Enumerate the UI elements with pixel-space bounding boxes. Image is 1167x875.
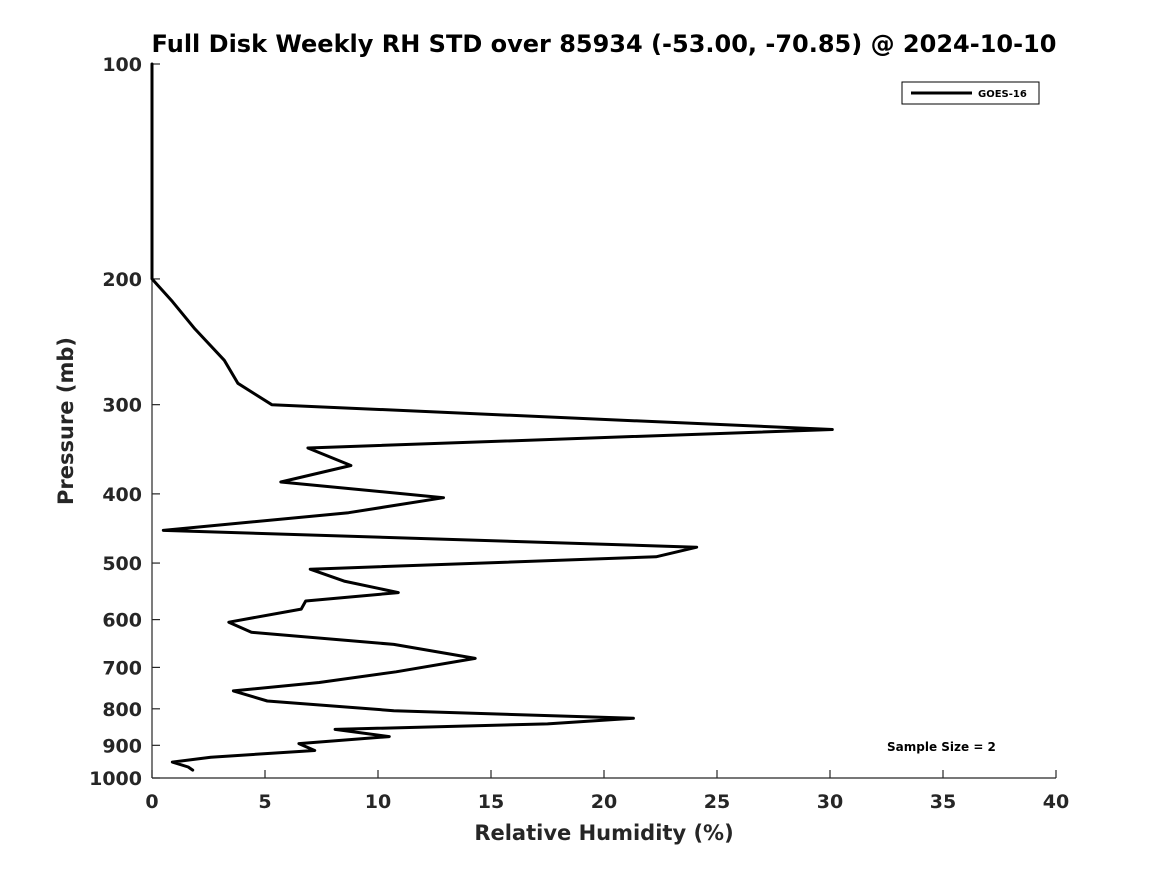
- x-tick-label: 25: [704, 791, 730, 813]
- y-tick-label: 400: [102, 484, 142, 506]
- series-line-goes-16: [150, 62, 834, 772]
- y-tick-label: 100: [102, 54, 142, 76]
- x-tick-label: 35: [930, 791, 956, 813]
- chart-title: Full Disk Weekly RH STD over 85934 (-53.…: [152, 30, 1057, 58]
- y-tick-label: 500: [102, 553, 142, 575]
- y-tick-label: 700: [102, 657, 142, 679]
- y-tick-label: 800: [102, 699, 142, 721]
- y-ticks: 100 200 300 400 500 600 700 800 900 1000: [89, 54, 160, 790]
- x-tick-label: 10: [365, 791, 391, 813]
- y-tick-label: 600: [102, 610, 142, 632]
- series-group: [150, 62, 834, 772]
- x-tick-label: 30: [817, 791, 843, 813]
- x-tick-label: 20: [591, 791, 617, 813]
- x-tick-label: 40: [1043, 791, 1069, 813]
- y-tick-label: 1000: [89, 768, 142, 790]
- y-tick-label: 200: [102, 269, 142, 291]
- axes: [151, 64, 1056, 779]
- x-ticks: 0 5 10 15 20 25 30 35 40: [145, 770, 1069, 813]
- x-tick-label: 15: [478, 791, 504, 813]
- legend-label: GOES-16: [978, 89, 1027, 100]
- x-tick-label: 0: [145, 791, 158, 813]
- x-tick-label: 5: [258, 791, 271, 813]
- legend: GOES-16: [901, 81, 1040, 105]
- y-axis-label: Pressure (mb): [54, 337, 78, 505]
- y-tick-label: 300: [102, 395, 142, 417]
- x-axis-label: Relative Humidity (%): [474, 821, 733, 845]
- sample-size-annotation: Sample Size = 2: [887, 740, 996, 754]
- y-tick-label: 900: [102, 735, 142, 757]
